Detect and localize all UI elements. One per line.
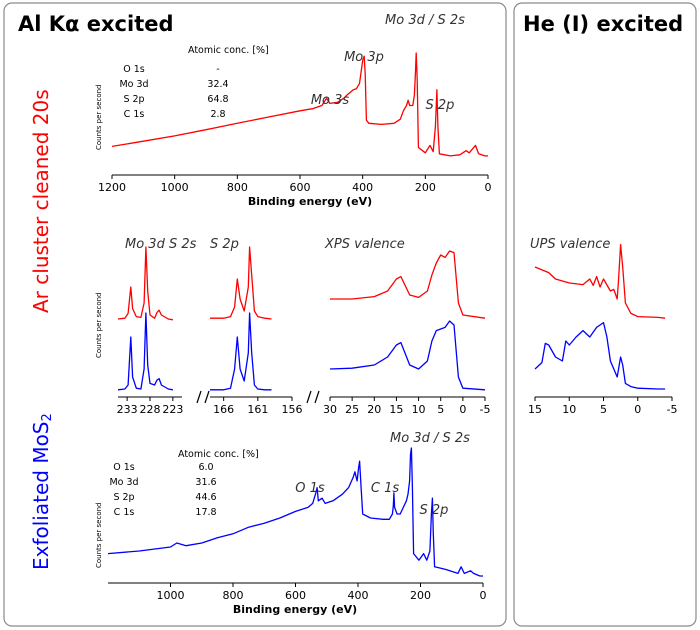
side-title-cleaned: Ar cluster cleaned 20s [29, 89, 53, 313]
survey-top-tick-label: 1000 [161, 181, 189, 194]
survey-top-tick-label: 800 [227, 181, 248, 194]
survey-bottom-table-element: S 2p [113, 492, 134, 503]
survey-bottom-tick-label: 800 [223, 589, 244, 602]
survey-top-peak-label: Mo 3d / S 2s [385, 13, 465, 28]
survey-bottom-tick-label: 200 [410, 589, 431, 602]
survey-bottom-peak-label: Mo 3d / S 2s [390, 431, 470, 446]
survey-top-table-element: O 1s [123, 64, 145, 75]
axis-break-mark [196, 390, 202, 404]
axis-break-mark [204, 390, 210, 404]
ups-tick-label: 15 [528, 403, 542, 416]
survey-bottom-table-value: 17.8 [195, 507, 216, 518]
survey-bottom-chart: Counts per second Binding energy (eV) At… [95, 431, 487, 616]
survey-bottom-xlabel: Binding energy (eV) [233, 603, 357, 616]
axis-break-mark [306, 390, 312, 404]
survey-bottom-peak-label: S 2p [420, 503, 449, 518]
core-seg-2-tick-label: 25 [345, 403, 359, 416]
survey-top-table-value: 2.8 [210, 109, 225, 120]
he-i-title: He (I) excited [523, 12, 683, 36]
survey-top-tick-label: 400 [352, 181, 373, 194]
he-i-panel-frame [513, 2, 697, 627]
survey-top-ylabel: Counts per second [95, 85, 103, 150]
side-title-exfoliated-main: Exfoliated MoS [29, 421, 53, 570]
axis-break-gap [198, 393, 208, 401]
survey-bottom-peak-label: C 1s [371, 481, 399, 496]
ups-tick-label: -5 [667, 403, 678, 416]
survey-top-table-header: Atomic conc. [%] [188, 45, 269, 56]
survey-bottom-line [107, 447, 483, 577]
survey-top-peak-label: Mo 3s [311, 93, 350, 108]
ups-valence-label: UPS valence [530, 237, 610, 252]
survey-top-peak-label: Mo 3p [344, 50, 384, 65]
al-ka-title: Al Kα excited [18, 12, 174, 36]
survey-top-peak-label: S 2p [426, 98, 455, 113]
survey-top-table-element: S 2p [123, 94, 144, 105]
core-seg-2-tick-label: -5 [480, 403, 491, 416]
core-seg-2-tick-label: 0 [459, 403, 466, 416]
core-seg-2-tick-label: 10 [412, 403, 426, 416]
side-title-exfoliated: Exfoliated MoS2 [29, 413, 55, 570]
survey-bottom-tick-label: 0 [480, 589, 487, 602]
side-title-exfoliated-sub: 2 [40, 413, 55, 421]
core-seg-1-tick-label: 156 [282, 403, 303, 416]
survey-bottom-table-header: Atomic conc. [%] [178, 449, 259, 460]
core-s2p-label: S 2p [210, 237, 239, 252]
survey-bottom-table-value: 6.0 [198, 462, 213, 473]
survey-top-tick-label: 1200 [98, 181, 126, 194]
core-seg-0-tick-label: 228 [140, 403, 161, 416]
survey-bottom-table-element: C 1s [114, 507, 135, 518]
ups-valence-chart: 15 10 5 0 -5 UPS valence [528, 237, 677, 416]
core-seg-0-tick-label: 223 [162, 403, 183, 416]
core-cleaned-line [210, 246, 272, 320]
core-cleaned-line [330, 250, 486, 319]
survey-top-table-value: - [216, 64, 219, 75]
survey-top-table-value: 32.4 [207, 79, 228, 90]
survey-top-table-element: C 1s [124, 109, 145, 120]
survey-bottom-table-element: O 1s [113, 462, 135, 473]
core-exfoliated-line [329, 320, 486, 391]
survey-bottom-tick-label: 600 [285, 589, 306, 602]
core-seg-1-tick-label: 166 [213, 403, 234, 416]
core-seg-2-tick-label: 30 [323, 403, 337, 416]
survey-top-table-value: 64.8 [207, 94, 228, 105]
core-xps-valence-label: XPS valence [324, 237, 405, 252]
ups-cleaned-line [534, 243, 666, 319]
core-seg-2-tick-label: 15 [389, 403, 403, 416]
survey-top-tick-label: 0 [485, 181, 492, 194]
survey-bottom-table-element: Mo 3d [109, 477, 138, 488]
core-exfoliated-line [210, 312, 272, 391]
core-level-chart: Counts per second 233 228 223 166 161 156 30 25… [95, 237, 490, 416]
ups-tick-label: 10 [562, 403, 576, 416]
survey-bottom-peak-label: O 1s [295, 481, 325, 496]
core-seg-2-tick-label: 5 [437, 403, 444, 416]
survey-top-table-element: Mo 3d [119, 79, 148, 90]
ups-tick-label: 0 [634, 403, 641, 416]
core-seg-0-tick-label: 233 [117, 403, 138, 416]
core-exfoliated-line [117, 312, 174, 391]
ups-exfoliated-line [534, 321, 666, 390]
survey-top-xlabel: Binding energy (eV) [248, 195, 372, 208]
core-seg-1-tick-label: 161 [247, 403, 268, 416]
survey-bottom-table-value: 31.6 [195, 477, 216, 488]
axis-break-gap [308, 393, 318, 401]
ups-tick-label: 5 [600, 403, 607, 416]
survey-top-line [111, 52, 488, 157]
core-seg-2-tick-label: 20 [367, 403, 381, 416]
survey-bottom-ylabel: Counts per second [95, 503, 103, 568]
core-ylabel: Counts per second [95, 293, 103, 358]
survey-bottom-table-value: 44.6 [195, 492, 216, 503]
core-mo3d-s2s-label: Mo 3d S 2s [125, 237, 197, 252]
survey-bottom-tick-label: 1000 [157, 589, 185, 602]
axis-break-mark [314, 390, 320, 404]
survey-top-chart: Counts per second Binding energy (eV) At… [95, 13, 492, 208]
survey-bottom-tick-label: 400 [348, 589, 369, 602]
al-ka-panel-frame [3, 2, 507, 627]
core-cleaned-line [117, 246, 174, 321]
survey-top-tick-label: 200 [415, 181, 436, 194]
survey-top-tick-label: 600 [290, 181, 311, 194]
